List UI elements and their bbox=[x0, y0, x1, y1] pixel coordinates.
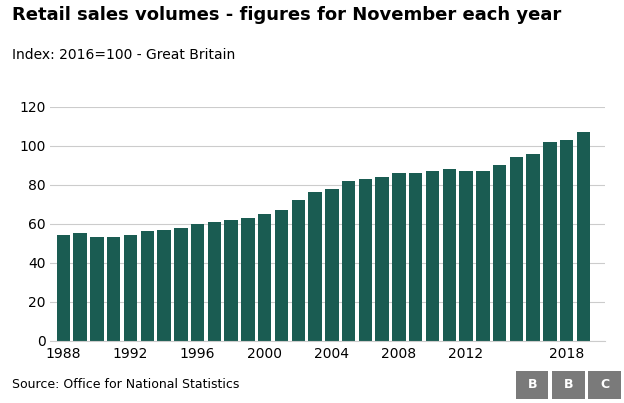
Bar bbox=[476, 171, 489, 341]
Bar bbox=[225, 220, 238, 341]
Bar bbox=[57, 235, 70, 341]
Bar bbox=[291, 200, 305, 341]
Bar bbox=[510, 158, 523, 341]
Bar bbox=[191, 224, 204, 341]
Bar bbox=[577, 132, 590, 341]
Bar bbox=[409, 173, 422, 341]
Bar bbox=[560, 140, 573, 341]
Text: B: B bbox=[527, 378, 537, 391]
Bar bbox=[308, 193, 322, 341]
Bar bbox=[392, 173, 406, 341]
Bar bbox=[90, 237, 104, 341]
Text: Retail sales volumes - figures for November each year: Retail sales volumes - figures for Novem… bbox=[12, 6, 562, 24]
Bar bbox=[442, 169, 456, 341]
Bar bbox=[241, 218, 255, 341]
Bar bbox=[325, 189, 338, 341]
Bar bbox=[459, 171, 473, 341]
Bar bbox=[426, 171, 439, 341]
Bar bbox=[107, 237, 120, 341]
Bar bbox=[157, 230, 171, 341]
Bar bbox=[174, 228, 187, 341]
Bar bbox=[493, 165, 506, 341]
Bar bbox=[376, 177, 389, 341]
Bar bbox=[544, 142, 557, 341]
Bar bbox=[124, 235, 137, 341]
Text: C: C bbox=[600, 378, 609, 391]
Bar bbox=[140, 231, 154, 341]
Bar bbox=[74, 233, 87, 341]
Text: Source: Office for National Statistics: Source: Office for National Statistics bbox=[12, 378, 240, 391]
Text: Index: 2016=100 - Great Britain: Index: 2016=100 - Great Britain bbox=[12, 48, 236, 62]
Bar bbox=[258, 214, 271, 341]
Bar bbox=[208, 222, 221, 341]
Bar bbox=[359, 179, 372, 341]
Bar bbox=[527, 154, 540, 341]
Text: B: B bbox=[563, 378, 573, 391]
Bar bbox=[342, 181, 355, 341]
Bar bbox=[275, 210, 288, 341]
